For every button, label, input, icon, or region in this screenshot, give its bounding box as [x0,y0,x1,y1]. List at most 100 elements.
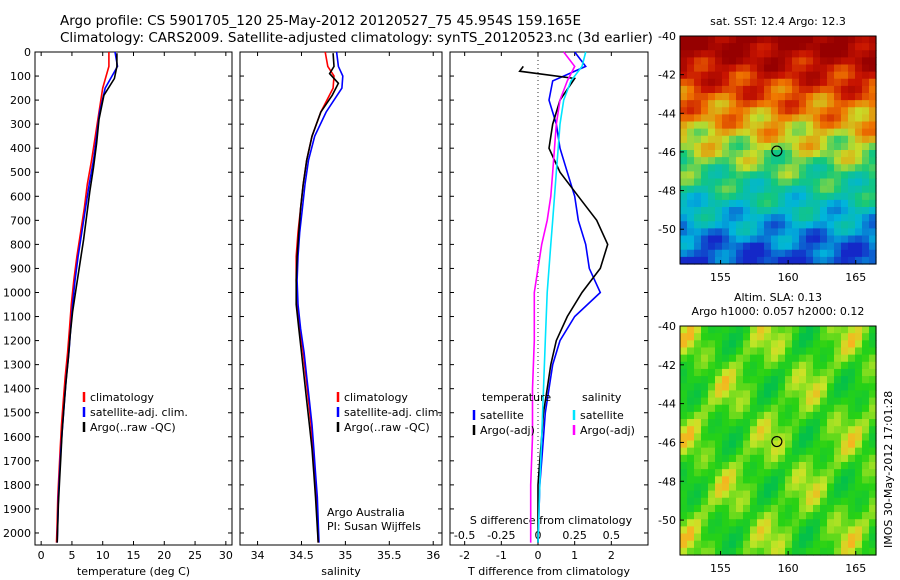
map-cell [729,107,737,115]
map-cell [827,43,835,51]
map-cell [680,36,688,44]
map-cell [750,540,758,549]
map-cell [771,228,779,237]
map-cell [813,114,821,123]
map-cell [827,526,835,535]
map-cell [743,326,751,334]
map-cell [855,71,863,80]
map-cell [687,354,695,363]
map-cell [834,242,842,251]
map-cell [764,214,772,222]
map-cell [764,447,772,456]
map-cell [722,171,730,180]
map-cell [750,411,758,420]
map-cell [785,128,793,137]
map-cell [701,419,709,427]
map-cell [680,228,688,237]
map-cell [764,390,772,399]
map-cell [855,333,863,341]
map-cell [715,340,723,349]
map-cell [869,476,877,485]
y-tick-label: 1300 [3,359,31,372]
credit-text: PI: Susan Wijffels [327,520,421,533]
map-cell [764,383,772,392]
map-cell [743,504,751,513]
map-cell [715,376,723,384]
map-cell [855,519,863,527]
map-cell [743,426,751,434]
map-cell [785,326,793,334]
map-cell [757,214,765,222]
map-cell [834,397,842,406]
map-cell [743,476,751,485]
map-cell [820,497,828,506]
map-cell [820,93,828,101]
map-cell [736,43,744,51]
map-cell [869,100,877,108]
map-cell [701,333,709,341]
map-cell [841,526,849,535]
map-cell [778,426,786,434]
map-cell [701,114,709,123]
map-cell [778,540,786,549]
map-cell [862,333,870,341]
map-cell [680,390,688,399]
map-cell [855,235,863,244]
x-tick-label: 35.5 [377,549,402,562]
map-cell [806,221,814,229]
x-tick-label: 0 [535,549,542,562]
map-cell [799,50,807,58]
map-cell [680,419,688,427]
map-cell [834,142,842,151]
map-cell [722,476,730,485]
map-cell [757,368,765,377]
map-cell [743,497,751,506]
map-cell [680,533,688,542]
map-cell [820,483,828,492]
map-cell [743,228,751,237]
map-cell [722,547,730,556]
map-cell [785,114,793,123]
map-cell [722,71,730,80]
map-cell [743,235,751,244]
map-cell [680,433,688,442]
map-cell [834,100,842,108]
map-cell [806,256,814,265]
map-cell [771,397,779,406]
map-cell [750,178,758,187]
map-cell [834,469,842,477]
map-cell [750,333,758,341]
map-cell [771,512,779,520]
map-cell [813,447,821,456]
map-cell [848,461,856,470]
map-cell [729,483,737,492]
map-cell [848,221,856,229]
map-cell [785,519,793,527]
map-cell [729,411,737,420]
map-cell [715,469,723,477]
map-cell [792,207,800,215]
map-cell [687,100,695,108]
map-cell [806,43,814,51]
legend-heading: temperature [482,391,551,404]
map-cell [694,150,702,158]
map-cell [694,64,702,73]
map-cell [806,533,814,542]
map-cell [729,540,737,549]
map-cell [834,50,842,58]
map-cell [743,354,751,363]
map-cell [792,419,800,427]
map-cell [743,78,751,87]
map-cell [750,426,758,434]
map-cell [855,256,863,265]
map-cell [778,469,786,477]
map-cell [862,397,870,406]
map-cell [799,150,807,158]
map-cell [869,43,877,51]
map-cell [827,454,835,463]
map-cell [820,164,828,172]
map-cell [771,214,779,222]
map-cell [708,397,716,406]
y-tick-label: 1500 [3,407,31,420]
map-cell [827,354,835,363]
